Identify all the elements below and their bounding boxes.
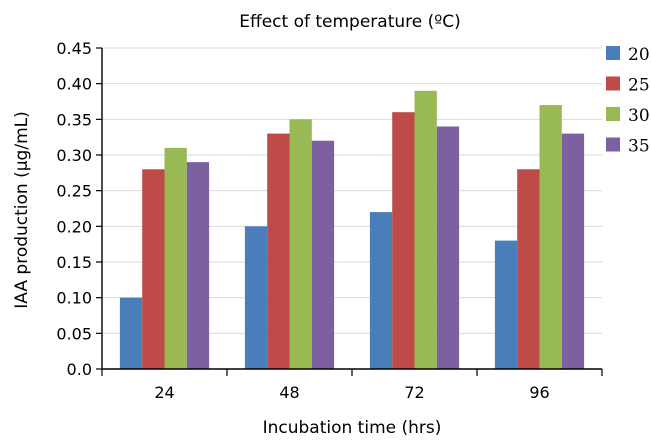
- bar-25-48: [267, 133, 290, 369]
- chart-title: Effect of temperature (ºC): [239, 12, 461, 32]
- x-tick-label: 24: [154, 383, 174, 402]
- bar-20-96: [494, 240, 518, 369]
- bar-25-24: [142, 169, 165, 369]
- legend-swatch-25: [606, 76, 620, 91]
- y-tick-labels: 0.0 0.05 0.10 0.15 0.20 0.25 0.30 0.35 0.40 0.45: [56, 39, 92, 379]
- bar-35-96: [561, 133, 585, 369]
- y-tick-label: 0.25: [56, 182, 92, 201]
- bar-30-72: [414, 90, 437, 370]
- y-tick-label: 0.05: [56, 324, 92, 343]
- bar-35-72: [436, 126, 460, 369]
- bar-20-24: [119, 297, 143, 369]
- y-tick-label: 0.35: [56, 110, 92, 129]
- bar-20-72: [369, 212, 393, 369]
- bars: [119, 90, 585, 370]
- bar-35-48: [311, 140, 335, 369]
- axes: [96, 47, 603, 376]
- y-tick-label: 0.45: [56, 39, 92, 58]
- y-axis-label: IAA production (μg/mL): [12, 111, 32, 308]
- legend-label-20: 20: [628, 45, 650, 65]
- bar-35-24: [186, 162, 210, 369]
- bar-20-48: [244, 226, 268, 369]
- bar-25-72: [392, 112, 415, 369]
- bar-30-48: [289, 119, 312, 369]
- x-axis-label: Incubation time (hrs): [263, 418, 442, 438]
- x-tick-label: 72: [404, 383, 424, 402]
- y-tick-label: 0.40: [56, 75, 92, 94]
- legend-swatch-20: [606, 46, 620, 60]
- bar-25-96: [517, 169, 540, 369]
- y-tick-label: 0.30: [56, 146, 92, 165]
- x-tick-label: 48: [279, 383, 299, 402]
- bar-30-24: [164, 147, 187, 369]
- x-tick-labels: 24 48 72 96: [154, 383, 549, 402]
- y-tick-label: 0.15: [56, 253, 92, 272]
- legend-label-25: 25: [628, 76, 650, 96]
- legend-swatch-30: [606, 107, 620, 121]
- x-tick-label: 96: [529, 383, 549, 402]
- y-tick-label: 0.10: [56, 289, 92, 308]
- legend-label-30: 30: [628, 106, 650, 126]
- y-tick-label: 0.0: [67, 360, 92, 379]
- legend-label-35: 35: [628, 137, 650, 157]
- legend: 20 25 30 35: [606, 45, 650, 157]
- bar-30-96: [539, 105, 562, 370]
- legend-swatch-35: [606, 137, 620, 152]
- y-tick-label: 0.20: [56, 217, 92, 236]
